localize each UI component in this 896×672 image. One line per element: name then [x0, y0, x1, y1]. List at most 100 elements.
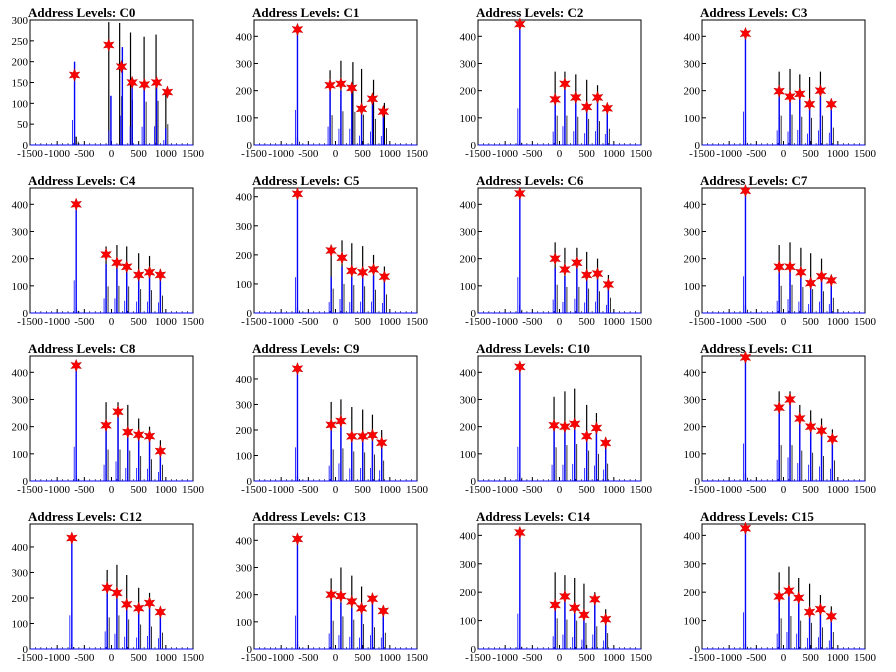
star-marker — [154, 605, 167, 619]
histogram-panel-12: Address Levels: C12 -1500 -1000 -500 0 500 100… — [0, 504, 224, 672]
star-marker — [549, 251, 562, 266]
plot-frame — [701, 523, 866, 650]
y-tick-label: 300 — [684, 559, 701, 571]
x-tick-label: -500 — [298, 316, 319, 328]
x-tick-label: 1000 — [603, 484, 626, 496]
star-marker — [345, 429, 358, 444]
x-tick-label: 500 — [578, 148, 595, 160]
star-marker — [559, 77, 571, 91]
star-marker — [792, 591, 805, 605]
y-tick-label: 200 — [236, 250, 253, 262]
star-marker — [568, 601, 581, 615]
star-marker — [356, 429, 369, 444]
x-tick-label: -1000 — [492, 316, 518, 328]
star-marker — [580, 429, 593, 443]
star-marker — [356, 265, 369, 280]
y-tick-label: 400 — [12, 199, 29, 211]
star-marker — [793, 87, 806, 101]
y-tick-label: 200 — [460, 254, 477, 266]
star-marker — [739, 521, 752, 536]
histogram-plot: -1500 -1000 -500 0 500 1000 1500 0 100 200 300 400 — [12, 187, 205, 328]
x-tick-label: 500 — [354, 316, 371, 328]
x-tick-label: -1000 — [44, 652, 70, 664]
star-marker — [161, 85, 174, 99]
star-marker — [795, 265, 807, 280]
y-tick-label: 400 — [460, 31, 477, 43]
y-tick-label: 0 — [471, 140, 477, 152]
star-marker — [335, 589, 347, 603]
star-marker — [126, 75, 139, 90]
x-tick-label: -1000 — [268, 484, 294, 496]
x-tick-label: 500 — [578, 652, 595, 664]
histogram-panel-0: Address Levels: C0 -1500 -1000 -500 0 500 1000… — [0, 0, 224, 168]
chart-title: Address Levels: C13 — [252, 509, 366, 524]
x-tick-label: -1500 — [17, 148, 43, 160]
x-tick-label: 1500 — [630, 148, 653, 160]
plot-frame — [29, 355, 194, 482]
histogram-plot: -1500 -1000 -500 0 500 1000 1500 0 100 200 300 400 — [684, 183, 877, 328]
histogram-plot: -1500 -1000 -500 0 500 1000 1500 0 100 200 300 400 — [236, 523, 429, 664]
y-tick-label: 300 — [12, 226, 29, 238]
x-tick-label: 1500 — [182, 652, 205, 664]
x-tick-label: 1500 — [406, 316, 429, 328]
x-tick-label: 1000 — [827, 148, 850, 160]
star-marker — [793, 411, 806, 426]
star-marker — [120, 597, 133, 612]
star-marker — [335, 414, 347, 428]
star-marker — [826, 432, 839, 446]
chart-title: Address Levels: C5 — [252, 173, 360, 188]
y-tick-label: 0 — [471, 308, 477, 320]
star-marker — [154, 268, 167, 282]
star-marker — [548, 418, 560, 433]
x-tick-label: 1000 — [827, 652, 850, 664]
x-tick-label: -1000 — [716, 652, 742, 664]
star-marker — [150, 75, 163, 90]
star-marker — [375, 435, 388, 450]
star-marker — [578, 608, 590, 622]
y-tick-label: 0 — [247, 140, 253, 152]
star-marker — [814, 83, 827, 98]
x-tick-label: 1000 — [379, 484, 402, 496]
x-tick-label: 1500 — [854, 316, 877, 328]
histogram-panel-3: Address Levels: C3 -1500 -1000 -500 0 500 1000… — [672, 0, 896, 168]
x-tick-label: 0 — [333, 316, 339, 328]
star-marker — [513, 360, 526, 374]
star-marker — [143, 265, 156, 280]
x-tick-label: 1000 — [379, 652, 402, 664]
x-tick-label: 0 — [557, 148, 563, 160]
chart-title: Address Levels: C0 — [28, 5, 136, 20]
x-tick-label: 1500 — [182, 316, 205, 328]
y-tick-label: 100 — [684, 113, 701, 125]
y-tick-label: 400 — [236, 192, 253, 204]
star-marker — [580, 268, 593, 282]
x-tick-label: 1500 — [182, 484, 205, 496]
x-tick-label: -1000 — [716, 316, 742, 328]
star-marker — [335, 77, 347, 91]
x-tick-label: 1500 — [630, 316, 653, 328]
star-marker — [355, 601, 368, 616]
plot-frame — [29, 187, 194, 314]
star-marker — [291, 22, 304, 37]
x-tick-label: 1500 — [406, 484, 429, 496]
y-tick-label: 400 — [460, 530, 477, 542]
histogram-panel-5: Address Levels: C5 -1500 -1000 -500 0 500 1000… — [224, 168, 448, 336]
star-marker — [154, 444, 167, 458]
star-marker — [65, 531, 78, 545]
star-marker — [825, 273, 838, 288]
histogram-plot: -1500 -1000 -500 0 500 1000 1500 0 100 200 300 400 — [684, 19, 877, 160]
y-tick-label: 0 — [471, 644, 477, 656]
y-tick-label: 0 — [23, 308, 29, 320]
x-tick-label: 1000 — [155, 148, 178, 160]
y-tick-label: 300 — [236, 562, 253, 574]
x-tick-label: 0 — [557, 484, 563, 496]
x-tick-label: -1500 — [241, 148, 267, 160]
x-tick-label: 0 — [781, 316, 787, 328]
star-marker — [121, 425, 134, 439]
y-tick-label: 0 — [23, 140, 29, 152]
x-tick-label: 1000 — [155, 316, 178, 328]
y-tick-label: 300 — [12, 567, 29, 579]
plot-frame — [29, 523, 194, 650]
y-tick-label: 0 — [247, 308, 253, 320]
x-tick-label: -1500 — [465, 316, 491, 328]
y-tick-label: 400 — [684, 530, 701, 542]
